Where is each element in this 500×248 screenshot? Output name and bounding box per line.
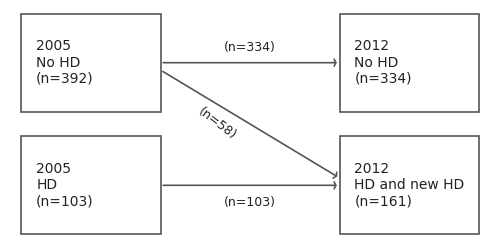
FancyBboxPatch shape (22, 136, 160, 234)
Text: 2005
No HD
(n=392): 2005 No HD (n=392) (36, 39, 94, 86)
Text: 2012
No HD
(n=334): 2012 No HD (n=334) (354, 39, 412, 86)
Text: (n=103): (n=103) (224, 196, 276, 209)
FancyBboxPatch shape (340, 136, 478, 234)
FancyBboxPatch shape (22, 14, 160, 112)
Text: (n=58): (n=58) (196, 105, 240, 143)
FancyBboxPatch shape (340, 14, 478, 112)
Text: (n=334): (n=334) (224, 41, 276, 55)
Text: 2012
HD and new HD
(n=161): 2012 HD and new HD (n=161) (354, 162, 465, 209)
Text: 2005
HD
(n=103): 2005 HD (n=103) (36, 162, 94, 209)
